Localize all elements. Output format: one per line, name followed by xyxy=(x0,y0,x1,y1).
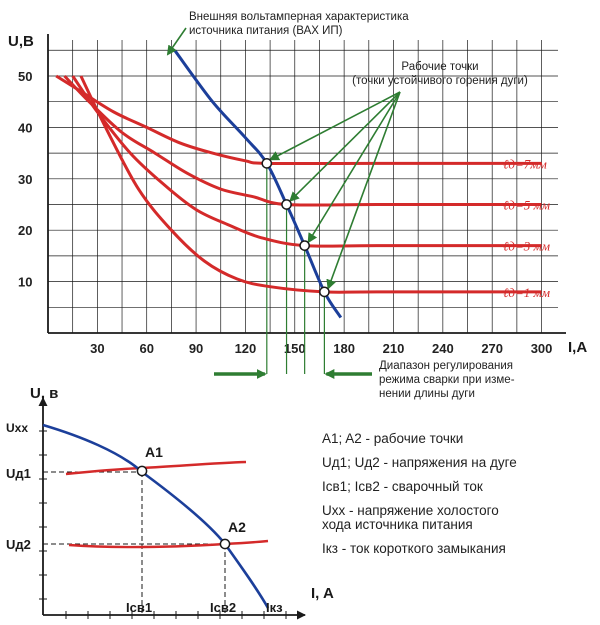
curve-label: ℓд=1 мм xyxy=(503,285,550,300)
top-chart-y-ticks: 10 20 30 40 50 xyxy=(18,69,32,290)
a2-label: A2 xyxy=(228,519,246,535)
x-tick-label: 30 xyxy=(90,341,104,356)
icv2-label: Iсв2 xyxy=(210,600,236,615)
x-tick-label: 300 xyxy=(531,341,553,356)
ud2-label: Uд2 xyxy=(6,537,31,552)
work-points-title-line1: Рабочие точки xyxy=(401,61,478,73)
arc-curves xyxy=(55,74,542,294)
source-title-line2: источника питания (ВАХ ИП) xyxy=(189,25,343,37)
work-point xyxy=(281,199,292,210)
source-curve-group xyxy=(173,49,343,319)
y-tick-label: 20 xyxy=(18,223,32,238)
x-tick-label: 180 xyxy=(333,341,355,356)
top-y-axis-label: U,B xyxy=(8,33,34,50)
work-point xyxy=(261,158,273,169)
top-chart-axes xyxy=(47,34,566,334)
x-tick-label: 150 xyxy=(284,341,306,356)
source-curve xyxy=(173,49,343,319)
range-text-line2: режима сварки при изме- xyxy=(379,374,515,386)
curve-label: ℓд=5 мм xyxy=(503,197,550,212)
legend-line-1: A1; A2 - рабочие точки xyxy=(322,431,463,446)
ud1-label: Uд1 xyxy=(6,466,31,481)
y-tick-label: 10 xyxy=(18,275,32,290)
x-tick-label: 240 xyxy=(432,341,454,356)
source-title-line1: Внешняя вольтамперная характеристика xyxy=(189,11,409,23)
legend-line-4: Uxx - напряжение холостого xyxy=(322,503,499,518)
bottom-y-axis-label: U, в xyxy=(30,385,58,402)
arc-curve xyxy=(79,75,542,294)
uxx-label: Uxx xyxy=(6,421,28,435)
legend-line-2: Uд1; Uд2 - напряжения на дуге xyxy=(322,455,517,470)
curve-label: ℓд=7мм xyxy=(503,156,547,171)
legend-line-3: Iсв1; Iсв2 - сварочный ток xyxy=(322,479,483,494)
point-a2 xyxy=(219,538,231,550)
range-text-line1: Диапазон регулирования xyxy=(379,360,513,372)
work-point-arrow xyxy=(307,91,401,244)
arc-curve xyxy=(63,74,542,207)
top-chart-x-ticks: 30 60 90 120 150 180 210 240 270 300 xyxy=(90,341,552,356)
legend-line-5: хода источника питания xyxy=(322,517,473,532)
work-points-title-line2: (точки устойчивого горения дуги) xyxy=(352,75,528,87)
x-tick-label: 270 xyxy=(481,341,503,356)
curve-label: ℓд=3 мм xyxy=(503,239,550,254)
bottom-axis-ticks xyxy=(39,430,287,619)
arc-curve-2 xyxy=(68,539,269,549)
arc-curve xyxy=(71,75,542,248)
ikz-label: Iкз xyxy=(266,600,283,615)
work-point-arrow xyxy=(269,91,401,161)
y-tick-label: 50 xyxy=(18,69,32,84)
arc-curve xyxy=(55,74,542,166)
top-chart: 10 20 30 40 50 30 60 90 120 150 180 210 240 270 300 ℓ… xyxy=(8,11,587,400)
annotation-arrows xyxy=(166,27,401,379)
point-a1 xyxy=(136,465,148,477)
range-text-line3: нении длины дуги xyxy=(379,388,475,400)
work-points xyxy=(261,158,330,298)
legend-line-6: Iкз - ток короткого замыкания xyxy=(322,541,506,556)
bottom-source-curve xyxy=(42,423,270,609)
x-tick-label: 60 xyxy=(139,341,153,356)
work-point-arrow xyxy=(326,91,401,290)
legend: A1; A2 - рабочие точки Uд1; Uд2 - напряж… xyxy=(322,431,517,556)
arc-curve-1 xyxy=(65,460,247,476)
x-tick-label: 90 xyxy=(189,341,203,356)
work-point xyxy=(319,286,330,298)
work-point-arrow xyxy=(289,91,401,202)
a1-label: A1 xyxy=(145,444,163,460)
y-tick-label: 40 xyxy=(18,120,32,135)
y-tick-label: 30 xyxy=(18,172,32,187)
source-title-arrow xyxy=(166,27,187,56)
work-point xyxy=(299,240,310,251)
top-x-axis-label: I,A xyxy=(568,339,587,356)
icv1-label: Iсв1 xyxy=(126,600,152,615)
x-tick-label: 120 xyxy=(235,341,257,356)
curve-labels: ℓд=7мм ℓд=5 мм ℓд=3 мм ℓд=1 мм xyxy=(503,156,550,300)
bottom-x-axis-label: I, A xyxy=(311,585,334,602)
x-tick-label: 210 xyxy=(383,341,405,356)
bottom-chart: U, в I, A Uxx Uд1 Uд2 A1 A2 Iсв1 Iсв2 Iк… xyxy=(6,385,334,620)
